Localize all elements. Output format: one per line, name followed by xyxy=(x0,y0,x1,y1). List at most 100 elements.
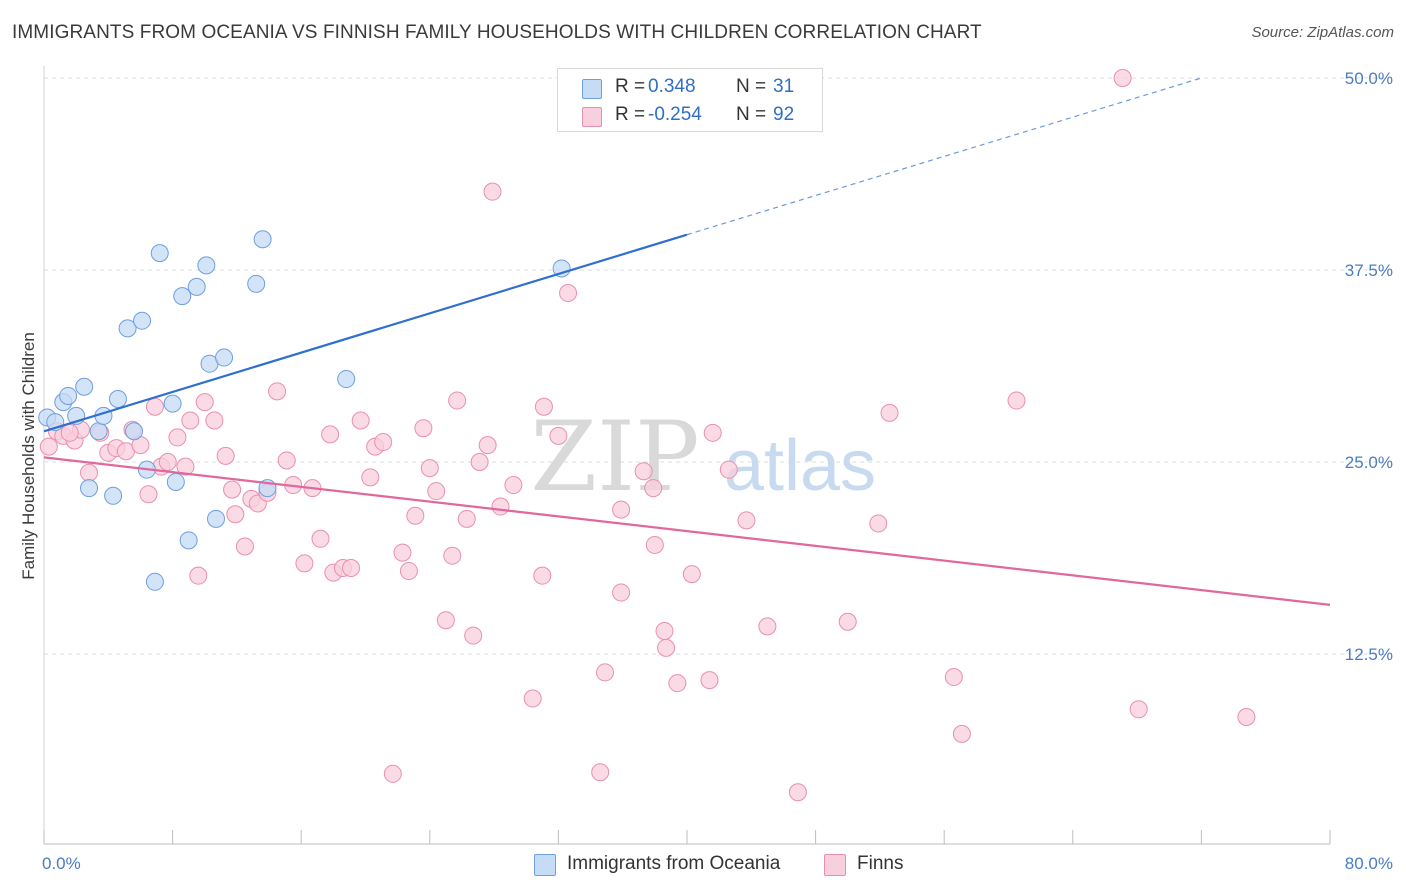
source-label: Source: ZipAtlas.com xyxy=(1251,24,1394,41)
series-swatch-oceania xyxy=(534,854,556,876)
oceania-point xyxy=(215,348,234,367)
x-tick-label: 0.0% xyxy=(42,854,81,873)
legend-row-finns: R = -0.254 N = 92 xyxy=(558,101,822,129)
trend-lines xyxy=(43,77,1331,606)
finns-point xyxy=(427,482,446,501)
finns-point xyxy=(700,671,719,690)
finns-point xyxy=(277,451,296,470)
finns-point xyxy=(205,411,224,430)
oceania-point xyxy=(75,377,94,396)
finns-point xyxy=(788,783,807,802)
y-tick-label: 37.5% xyxy=(1345,261,1393,280)
finns-point xyxy=(612,583,631,602)
oceania-point xyxy=(337,370,356,389)
x-tick-label: 80.0% xyxy=(1345,854,1393,873)
oceania-point xyxy=(150,244,169,263)
finns-point xyxy=(657,638,676,657)
finns-point xyxy=(1007,391,1026,410)
finns-point xyxy=(491,497,510,516)
watermark-zip: ZIP xyxy=(530,401,699,513)
finns-point xyxy=(420,459,439,478)
finns-point xyxy=(952,724,971,743)
finns-point xyxy=(393,543,412,562)
finns-point xyxy=(758,617,777,636)
finns-point xyxy=(189,566,208,585)
y-axis-label: Family Households with Children xyxy=(19,332,38,580)
oceania-points xyxy=(38,230,571,591)
watermark: ZIP atlas xyxy=(530,401,876,513)
finns-point xyxy=(226,505,245,524)
legend-r-label: R = xyxy=(615,76,646,97)
finns-point xyxy=(644,479,663,498)
finns-point xyxy=(523,689,542,708)
finns-point xyxy=(374,433,393,452)
legend-swatch-finns xyxy=(582,107,602,127)
finns-point xyxy=(321,425,340,444)
finns-point xyxy=(443,546,462,565)
legend-r-label: R = xyxy=(615,104,646,125)
legend-n-value: 92 xyxy=(773,104,795,125)
oceania-point xyxy=(166,472,185,491)
legend-n-label: N = xyxy=(736,104,767,125)
y-tick-labels: 12.5% 25.0% 37.5% 50.0% xyxy=(1345,69,1393,664)
finns-point xyxy=(448,391,467,410)
legend-r-value: 0.348 xyxy=(648,76,696,97)
oceania-point xyxy=(207,509,226,528)
finns-point xyxy=(406,506,425,525)
oceania-point xyxy=(80,479,99,498)
finns-point xyxy=(216,446,235,465)
oceania-point xyxy=(163,394,182,413)
finns-point xyxy=(596,663,615,682)
finns-point xyxy=(682,565,701,584)
finns-point xyxy=(176,457,195,476)
finns-point xyxy=(464,626,483,645)
legend-row-oceania: R = 0.348 N = 31 xyxy=(558,73,822,101)
finns-point xyxy=(944,668,963,687)
oceania-point xyxy=(197,256,216,275)
oceania-point xyxy=(145,572,164,591)
series-swatch-finns xyxy=(824,854,846,876)
series-label-oceania: Immigrants from Oceania xyxy=(567,853,781,874)
finns-point xyxy=(504,476,523,495)
finns-point xyxy=(645,535,664,554)
gridlines xyxy=(44,77,1392,655)
finns-point xyxy=(668,674,687,693)
axes xyxy=(43,66,1331,845)
y-tick-label: 25.0% xyxy=(1345,453,1393,472)
oceania-point xyxy=(89,422,108,441)
x-tick-labels: 0.0% 80.0% xyxy=(42,854,1393,873)
finns-point xyxy=(223,480,242,499)
finns-point xyxy=(703,423,722,442)
legend-n-value: 31 xyxy=(773,76,795,97)
finns-point xyxy=(39,437,58,456)
finns-point xyxy=(457,509,476,528)
legend-swatch-oceania xyxy=(582,79,602,99)
oceania-point xyxy=(247,274,266,293)
finns-point xyxy=(139,485,158,504)
finns-point xyxy=(80,463,99,482)
correlation-legend: R = 0.348 N = 31 R = -0.254 N = 92 xyxy=(557,68,823,132)
finns-trend-line xyxy=(43,456,1331,606)
oceania-point xyxy=(59,386,78,405)
finns-point xyxy=(533,566,552,585)
finns-point xyxy=(351,411,370,430)
finns-point xyxy=(60,423,79,442)
y-tick-label: 12.5% xyxy=(1345,645,1393,664)
oceania-point xyxy=(133,311,152,330)
finns-point xyxy=(181,411,200,430)
series-legend: Immigrants from Oceania Finns xyxy=(0,852,1406,878)
finns-point xyxy=(719,460,738,479)
finns-point xyxy=(1237,707,1256,726)
series-label-finns: Finns xyxy=(857,853,904,874)
finns-point xyxy=(534,397,553,416)
finns-point xyxy=(591,763,610,782)
finns-point xyxy=(235,537,254,556)
finns-point xyxy=(1129,700,1148,719)
finns-point xyxy=(880,403,899,422)
finns-point xyxy=(145,397,164,416)
finns-point xyxy=(383,764,402,783)
finns-point xyxy=(195,393,214,412)
finns-point xyxy=(436,611,455,630)
finns-point xyxy=(737,511,756,530)
